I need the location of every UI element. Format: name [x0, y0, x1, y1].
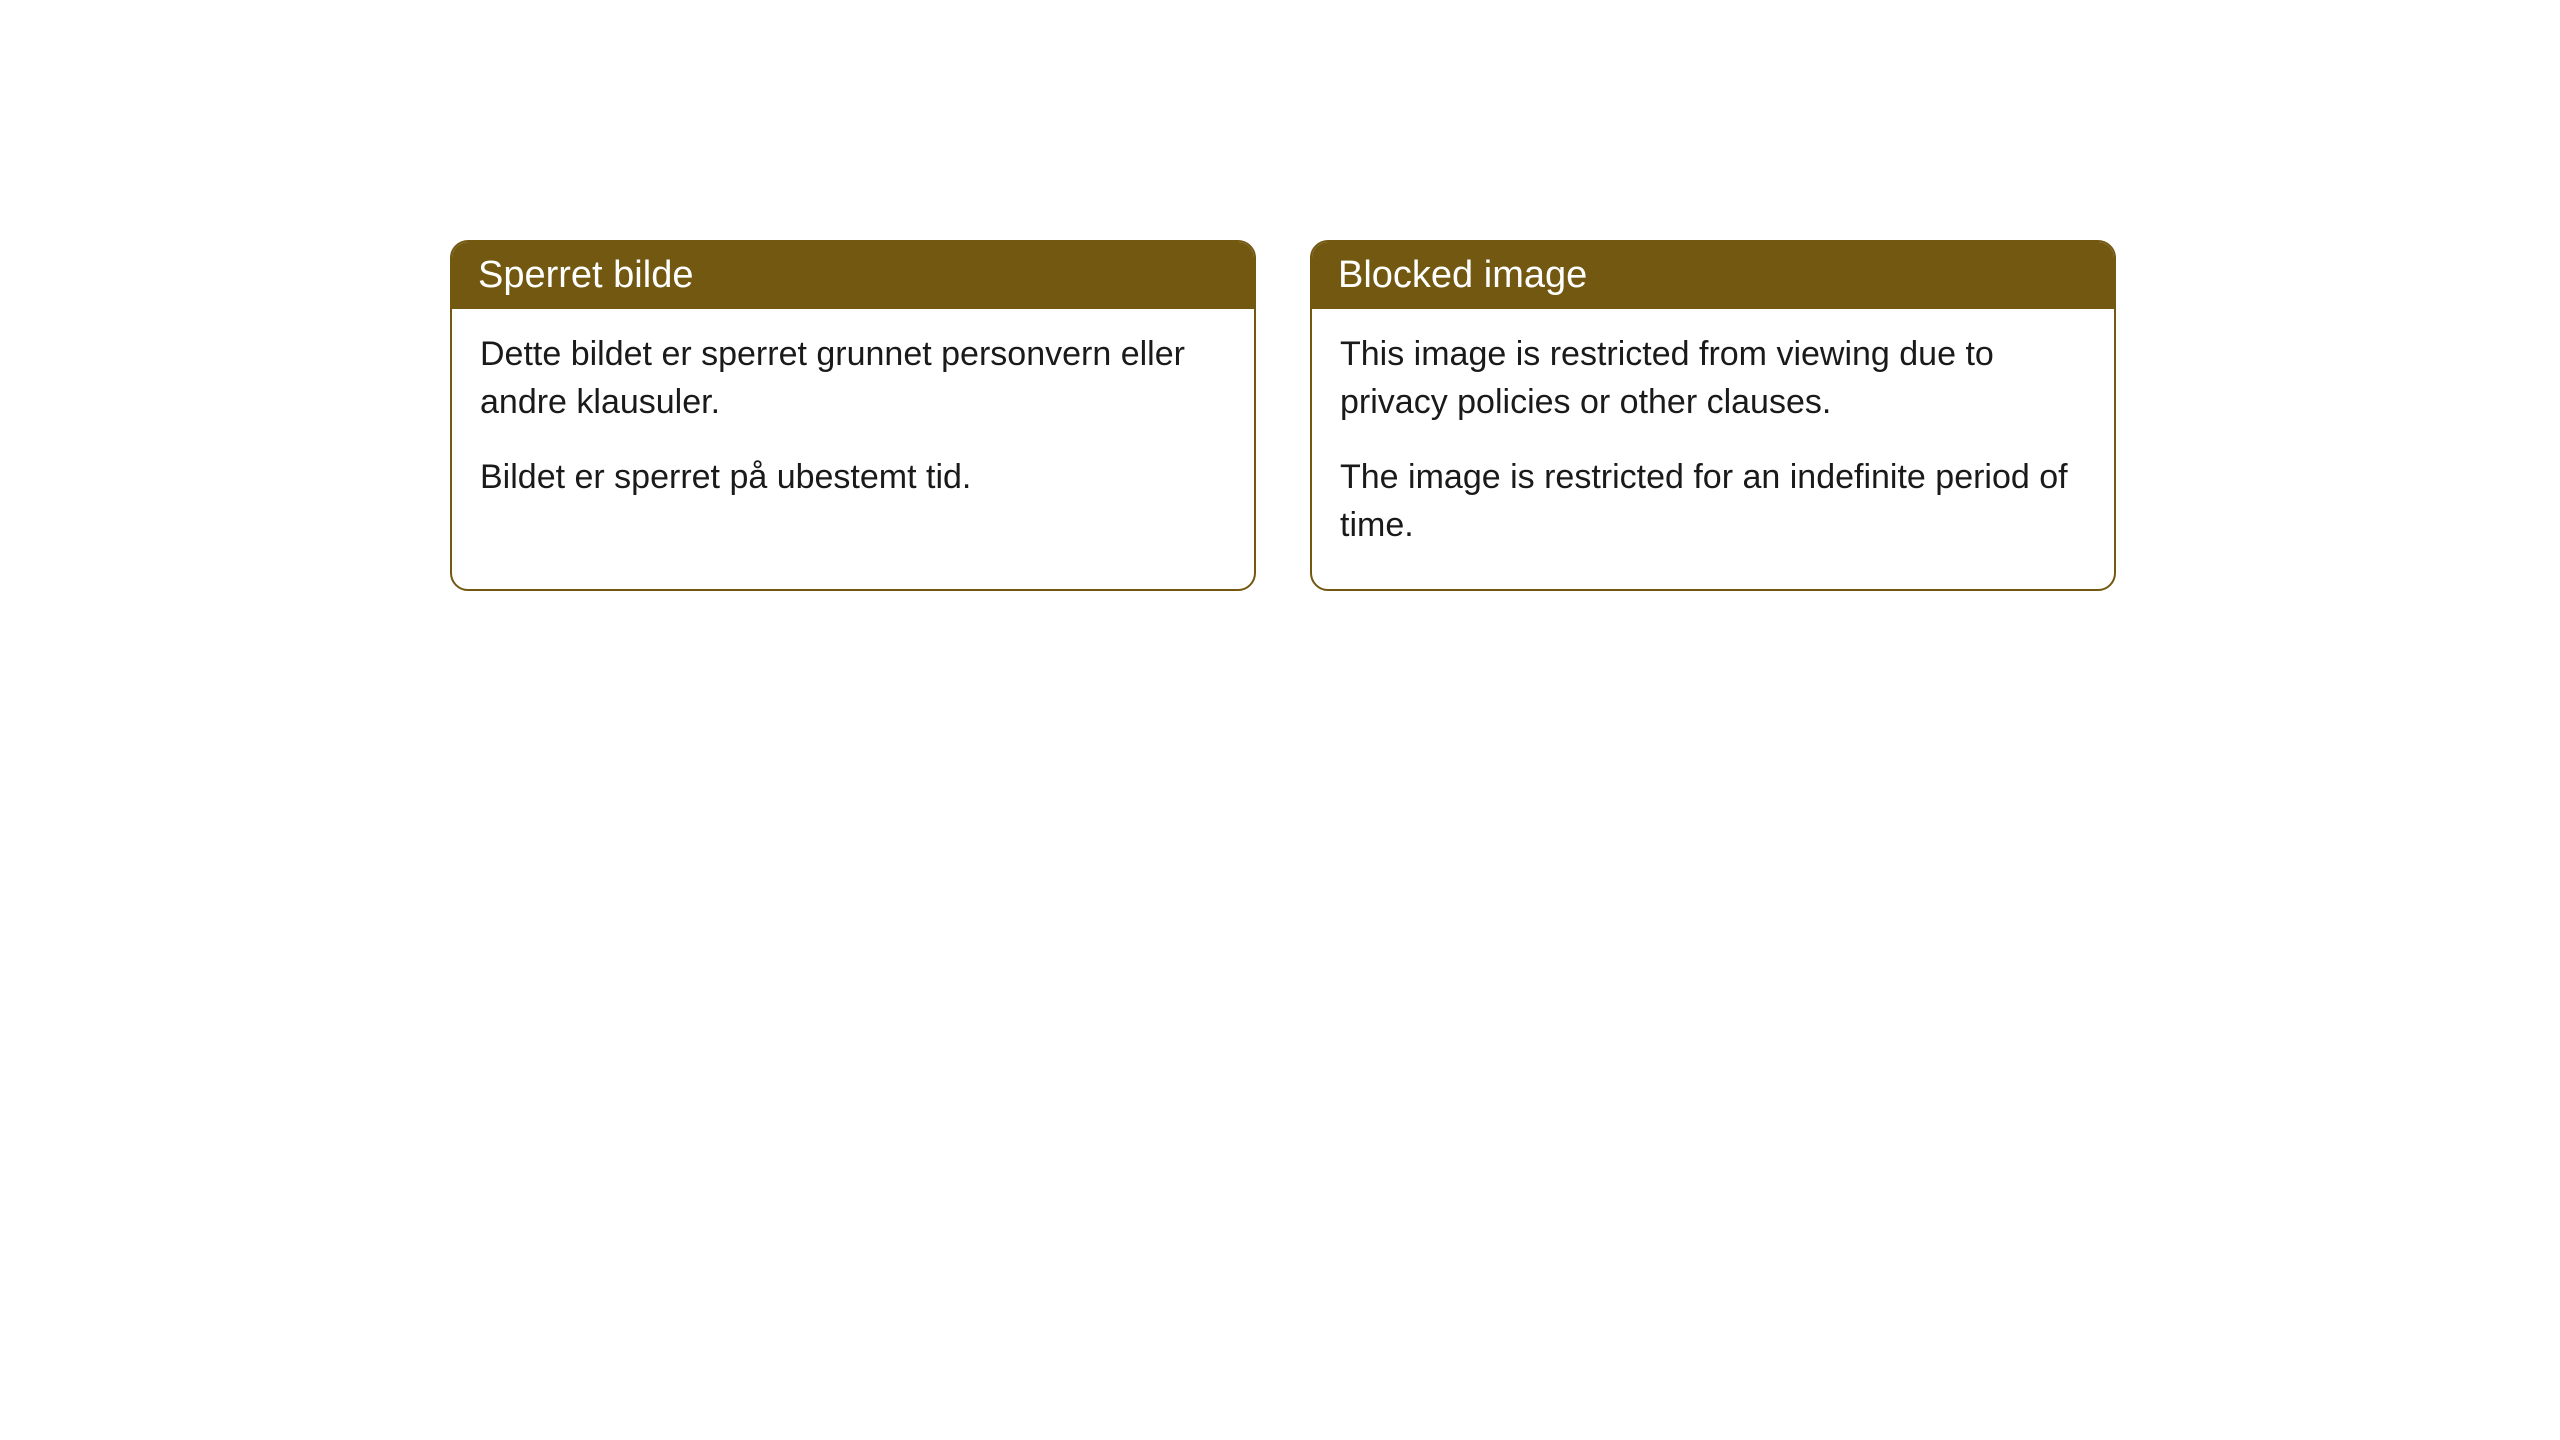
card-paragraph-2-english: The image is restricted for an indefinit… — [1340, 454, 2086, 549]
notice-cards-container: Sperret bilde Dette bildet er sperret gr… — [450, 240, 2116, 591]
card-paragraph-2-norwegian: Bildet er sperret på ubestemt tid. — [480, 454, 1226, 502]
card-paragraph-1-english: This image is restricted from viewing du… — [1340, 331, 2086, 426]
card-title-english: Blocked image — [1338, 254, 1587, 296]
card-paragraph-1-norwegian: Dette bildet er sperret grunnet personve… — [480, 331, 1226, 426]
blocked-image-card-english: Blocked image This image is restricted f… — [1310, 240, 2116, 591]
card-body-norwegian: Dette bildet er sperret grunnet personve… — [452, 309, 1254, 542]
card-header-english: Blocked image — [1312, 242, 2114, 309]
card-header-norwegian: Sperret bilde — [452, 242, 1254, 309]
card-body-english: This image is restricted from viewing du… — [1312, 309, 2114, 589]
card-title-norwegian: Sperret bilde — [478, 254, 693, 296]
blocked-image-card-norwegian: Sperret bilde Dette bildet er sperret gr… — [450, 240, 1256, 591]
